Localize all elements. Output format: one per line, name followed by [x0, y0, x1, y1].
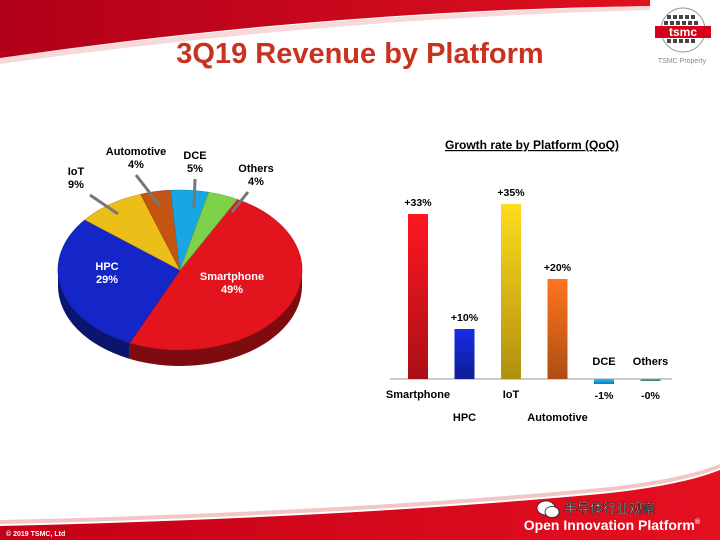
- bar-value-iot: +35%: [497, 187, 525, 199]
- pie-value-smartphone: 49%: [221, 284, 243, 296]
- footer-platform: Open Innovation Platform®: [524, 517, 701, 533]
- header-swoosh: [0, 0, 650, 58]
- bar-value-automotive: +20%: [544, 262, 572, 274]
- bar-iot: [501, 204, 521, 379]
- pie-label-dce: DCE: [183, 150, 206, 162]
- footer-swoosh-light: [0, 464, 720, 524]
- pie-wall-hpc: [58, 270, 130, 359]
- pie-value-others: 4%: [248, 176, 264, 188]
- pie-slice-smartphone: [129, 199, 303, 351]
- page-title: 3Q19 Revenue by Platform: [176, 38, 543, 70]
- header-swoosh-light: [0, 6, 650, 64]
- bar-category-others: Others: [633, 356, 668, 368]
- bar-category-dce: DCE: [592, 356, 615, 368]
- bar-others: [640, 379, 661, 381]
- watermark-text: 半导体行业观察: [564, 502, 655, 517]
- tsmc-logo: tsmc: [655, 7, 711, 53]
- bar-category-hpc: HPC: [453, 412, 476, 424]
- pie-label-others: Others: [238, 163, 273, 175]
- bar-smartphone: [408, 214, 428, 379]
- footer-swoosh: [0, 470, 720, 540]
- pie-slice-hpc: [57, 219, 181, 344]
- pie-leader-others: [230, 191, 250, 213]
- footer-copyright: © 2019 TSMC, Ltd: [6, 530, 65, 538]
- bar-chart-title: Growth rate by Platform (QoQ): [445, 138, 619, 152]
- pie-leader-automotive: [134, 174, 162, 207]
- logo-label: TSMC Property: [658, 58, 707, 65]
- pie-value-hpc: 29%: [96, 274, 118, 286]
- pie-slice-others: [179, 191, 238, 271]
- pie-wall-smartphone: [129, 270, 302, 367]
- pie-label-smartphone: Smartphone: [200, 271, 264, 283]
- pie-value-automotive: 4%: [128, 159, 144, 171]
- pie-label-iot: IoT: [68, 166, 85, 178]
- bar-value-smartphone: +33%: [404, 197, 432, 209]
- pie-value-iot: 9%: [68, 179, 84, 191]
- logo-text: tsmc: [669, 25, 697, 39]
- bar-category-iot: IoT: [503, 389, 520, 401]
- pie-value-dce: 5%: [187, 163, 203, 175]
- bar-category-smartphone: Smartphone: [386, 389, 450, 401]
- bar-category-automotive: Automotive: [527, 412, 588, 424]
- pie-label-hpc: HPC: [95, 261, 118, 273]
- growth-bar-chart: Growth rate by Platform (QoQ) +33% Smartp…: [386, 138, 672, 424]
- pie-leader-iot: [89, 193, 119, 216]
- bar-value-others: -0%: [641, 390, 660, 402]
- pie-leader-dce: [192, 178, 197, 209]
- pie-label-automotive: Automotive: [106, 146, 167, 158]
- bar-automotive: [547, 279, 568, 379]
- bar-value-hpc: +10%: [451, 312, 479, 324]
- bar-value-dce: -1%: [595, 390, 614, 402]
- revenue-pie-chart: Smartphone49%HPC29%IoT9%Automotive4%DCE5…: [57, 146, 303, 367]
- bar-dce: [594, 379, 614, 384]
- wechat-icon: [536, 500, 560, 518]
- bar-hpc: [454, 329, 475, 379]
